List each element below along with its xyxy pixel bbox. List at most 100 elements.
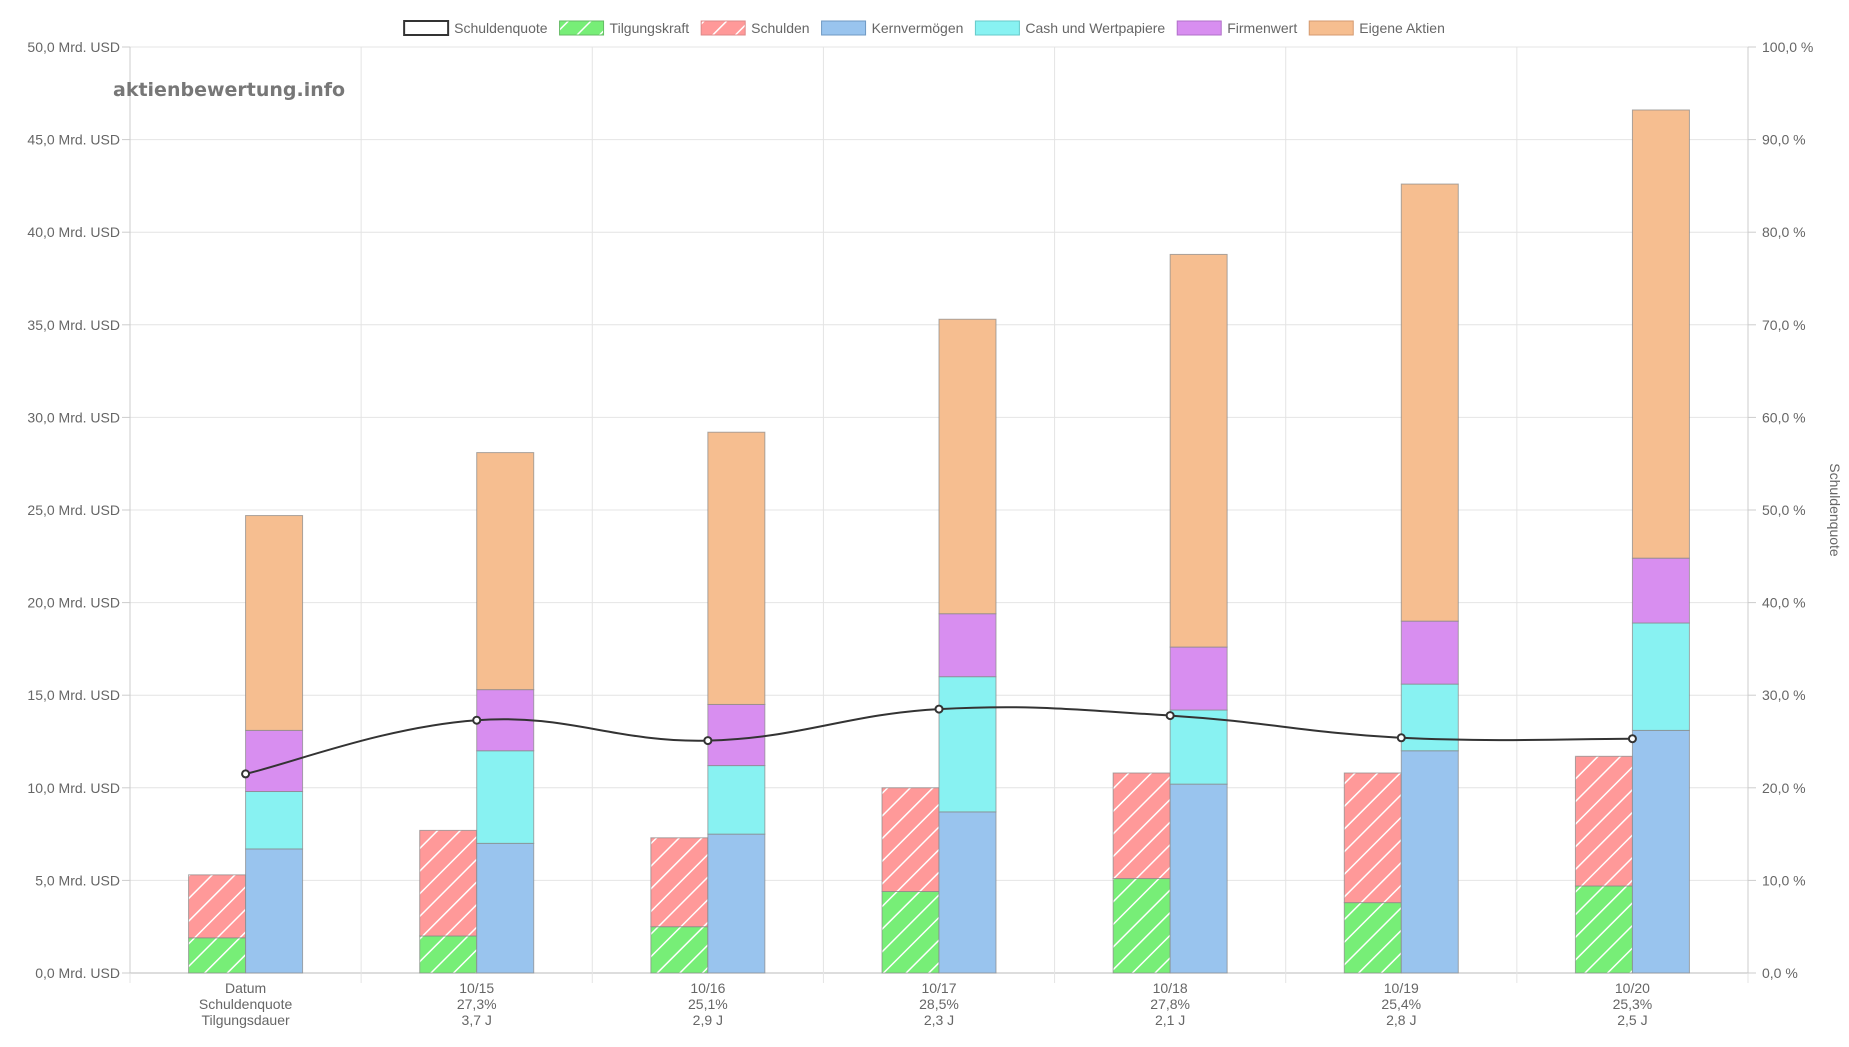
x-tick-label: 10/17 bbox=[921, 980, 956, 996]
x-tick-label: 3,7 J bbox=[462, 1012, 492, 1028]
y-left-tick-label: 35,0 Mrd. USD bbox=[27, 317, 120, 333]
legend-item-cash-und-wertpapiere[interactable]: Cash und Wertpapiere bbox=[974, 20, 1165, 36]
bar-schulden bbox=[1574, 755, 1633, 887]
schuldenquote-point bbox=[1627, 734, 1637, 744]
legend-label: Schuldenquote bbox=[454, 20, 548, 36]
bar-firmenwert bbox=[938, 613, 997, 678]
legend-label: Tilgungskraft bbox=[610, 20, 690, 36]
legend-item-kernverm-gen[interactable]: Kernvermögen bbox=[821, 20, 964, 36]
x-tick-label: 2,8 J bbox=[1386, 1012, 1416, 1028]
bar-cash-und-wertpapiere bbox=[1169, 709, 1228, 785]
legend-swatch bbox=[1308, 20, 1354, 36]
schuldenquote-point bbox=[1396, 733, 1406, 743]
y-left-tick-label: 10,0 Mrd. USD bbox=[27, 780, 120, 796]
y-right-tick-label: 40,0 % bbox=[1762, 595, 1806, 611]
y-right-tick-label: 90,0 % bbox=[1762, 132, 1806, 148]
bar-tilgungskraft bbox=[1112, 878, 1171, 974]
bar-eigene-aktien bbox=[1631, 109, 1690, 559]
y-left-tick-label: 15,0 Mrd. USD bbox=[27, 687, 120, 703]
schuldenquote-point bbox=[1165, 711, 1175, 721]
x-tick-label: 25,4% bbox=[1381, 996, 1421, 1012]
legend-swatch bbox=[403, 20, 450, 36]
bar-tilgungskraft bbox=[1574, 885, 1633, 974]
y-right-axis-title: Schuldenquote bbox=[1827, 463, 1843, 557]
bar-eigene-aktien bbox=[476, 452, 535, 691]
legend-item-schulden[interactable]: Schulden bbox=[700, 20, 810, 36]
x-tick-label: 27,3% bbox=[457, 996, 497, 1012]
bar-eigene-aktien bbox=[938, 318, 997, 615]
bar-cash-und-wertpapiere bbox=[1400, 683, 1459, 752]
bar-firmenwert bbox=[1400, 620, 1459, 685]
legend-label: Schulden bbox=[751, 20, 809, 36]
x-tick-label: 10/18 bbox=[1153, 980, 1188, 996]
legend-item-firmenwert[interactable]: Firmenwert bbox=[1176, 20, 1297, 36]
legend-item-schuldenquote[interactable]: Schuldenquote bbox=[403, 20, 548, 36]
bar-cash-und-wertpapiere bbox=[1631, 622, 1690, 731]
bar-schulden bbox=[188, 874, 247, 939]
bar-kernverm-gen bbox=[1400, 750, 1459, 974]
bar-tilgungskraft bbox=[1343, 902, 1402, 974]
y-left-tick-label: 25,0 Mrd. USD bbox=[27, 502, 120, 518]
x-tick-label: 10/16 bbox=[690, 980, 725, 996]
y-right-tick-label: 20,0 % bbox=[1762, 780, 1806, 796]
bar-firmenwert bbox=[707, 703, 766, 767]
legend-label: Firmenwert bbox=[1227, 20, 1297, 36]
bar-cash-und-wertpapiere bbox=[938, 676, 997, 813]
bar-firmenwert bbox=[1169, 646, 1228, 711]
legend-item-tilgungskraft[interactable]: Tilgungskraft bbox=[559, 20, 690, 36]
legend[interactable]: Schuldenquote Tilgungskraft Schulden Kernve… bbox=[403, 20, 1445, 36]
axes: 0,0 Mrd. USD 5,0 Mrd. USD 10,0 Mrd. USD 15,… bbox=[27, 39, 1843, 1028]
x-tick-label: 27,8% bbox=[1150, 996, 1190, 1012]
bar-cash-und-wertpapiere bbox=[245, 791, 304, 850]
bar-tilgungskraft bbox=[188, 937, 247, 974]
y-left-tick-label: 30,0 Mrd. USD bbox=[27, 409, 120, 425]
x-tick-label: Datum bbox=[225, 980, 266, 996]
bar-tilgungskraft bbox=[881, 891, 940, 974]
bar-kernverm-gen bbox=[707, 833, 766, 974]
bar-eigene-aktien bbox=[1169, 253, 1228, 648]
y-left-tick-label: 5,0 Mrd. USD bbox=[35, 872, 120, 888]
watermark-logo: aktienbewertung.info bbox=[113, 79, 345, 101]
bar-kernverm-gen bbox=[245, 848, 304, 974]
legend-swatch bbox=[559, 20, 605, 36]
y-left-tick-label: 40,0 Mrd. USD bbox=[27, 224, 120, 240]
bar-eigene-aktien bbox=[707, 431, 766, 705]
y-right-tick-label: 0,0 % bbox=[1762, 965, 1798, 981]
y-left-tick-label: 20,0 Mrd. USD bbox=[27, 595, 120, 611]
schuldenquote-point bbox=[703, 736, 713, 746]
bar-kernverm-gen bbox=[1169, 783, 1228, 974]
y-right-tick-label: 30,0 % bbox=[1762, 687, 1806, 703]
x-tick-label: 10/15 bbox=[459, 980, 494, 996]
bar-cash-und-wertpapiere bbox=[476, 750, 535, 844]
bar-schulden bbox=[1343, 772, 1402, 904]
bar-kernverm-gen bbox=[938, 811, 997, 974]
schuldenquote-point bbox=[934, 704, 944, 714]
x-tick-label: 2,5 J bbox=[1617, 1012, 1647, 1028]
x-tick-label: 28,5% bbox=[919, 996, 959, 1012]
y-left-tick-label: 0,0 Mrd. USD bbox=[35, 965, 120, 981]
debt-ratio-line bbox=[241, 704, 1637, 779]
y-right-tick-label: 60,0 % bbox=[1762, 409, 1806, 425]
x-tick-label: Schuldenquote bbox=[199, 996, 293, 1012]
bar-schulden bbox=[1112, 772, 1171, 880]
bars bbox=[188, 109, 1690, 974]
legend-item-eigene-aktien[interactable]: Eigene Aktien bbox=[1308, 20, 1445, 36]
x-tick-label: 2,1 J bbox=[1155, 1012, 1185, 1028]
bar-schulden bbox=[419, 829, 478, 937]
legend-label: Eigene Aktien bbox=[1359, 20, 1445, 36]
x-tick-label: 25,1% bbox=[688, 996, 728, 1012]
bar-tilgungskraft bbox=[650, 926, 709, 974]
schuldenquote-point bbox=[472, 715, 482, 725]
y-left-tick-label: 50,0 Mrd. USD bbox=[27, 39, 120, 55]
bar-schulden bbox=[650, 837, 709, 928]
legend-swatch bbox=[1176, 20, 1222, 36]
x-tick-label: 2,9 J bbox=[693, 1012, 723, 1028]
legend-swatch bbox=[700, 20, 746, 36]
legend-swatch bbox=[974, 20, 1020, 36]
bar-schulden bbox=[881, 787, 940, 893]
legend-swatch bbox=[821, 20, 867, 36]
x-tick-label: 25,3% bbox=[1613, 996, 1653, 1012]
bar-tilgungskraft bbox=[419, 935, 478, 974]
